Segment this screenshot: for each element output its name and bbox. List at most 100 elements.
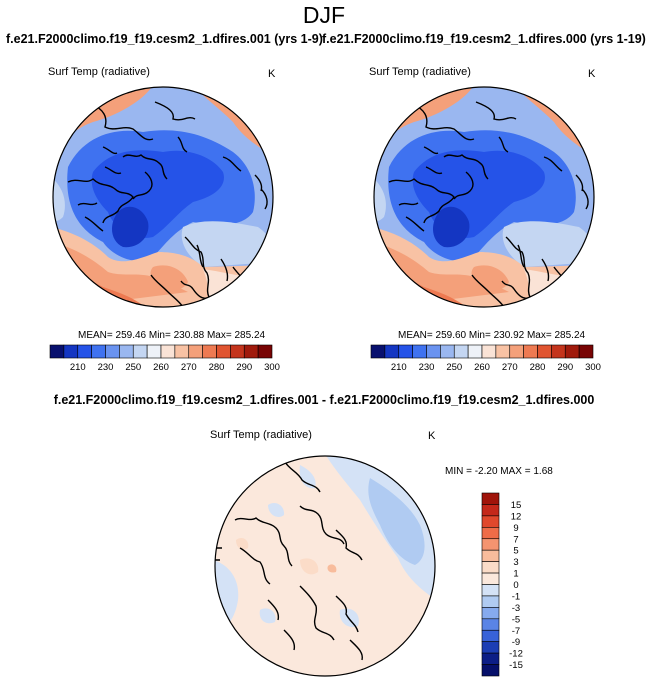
- colorbar-diff-tick-label: 12: [511, 511, 522, 522]
- panel-diff-variable-label: Surf Temp (radiative): [210, 429, 312, 441]
- map-panel-diff: [214, 455, 436, 677]
- colorbar-a-swatch: [230, 344, 245, 359]
- colorbar-b-swatch: [370, 344, 386, 359]
- colorbar-diff-tick-label: -9: [512, 637, 520, 648]
- colorbar-diff-tick-label: 5: [513, 546, 518, 557]
- colorbar-b-swatch: [398, 344, 413, 359]
- colorbar-b-tick-label: 280: [530, 362, 546, 373]
- colorbar-b-tick-label: 290: [557, 362, 573, 373]
- panel-b-units: K: [588, 68, 596, 80]
- figure-title: DJF: [302, 2, 346, 28]
- colorbar-a-tick-label: 290: [236, 362, 252, 373]
- panel-a-units: K: [268, 68, 276, 80]
- colorbar-a-swatch: [216, 344, 231, 359]
- colorbar-diff-swatch: [481, 527, 500, 540]
- map-a-boundary: [52, 86, 274, 308]
- panel-a-stats: MEAN= 259.46 Min= 230.88 Max= 285.24: [78, 330, 266, 341]
- colorbar-diff-swatch: [481, 641, 500, 654]
- colorbar-diff-swatch: [481, 492, 500, 505]
- colorbar-diff-swatch: [481, 561, 500, 574]
- colorbar-b-swatch: [481, 344, 497, 359]
- map-panel-b: [373, 86, 595, 308]
- colorbar-diff-tick-label: 3: [513, 557, 518, 568]
- colorbar-b-swatch: [509, 344, 524, 359]
- colorbar-diff-tick-label: -12: [509, 649, 523, 660]
- panel-a-variable-label: Surf Temp (radiative): [48, 66, 150, 78]
- colorbar-b-tick-label: 250: [446, 362, 462, 373]
- colorbar-a-swatch: [77, 344, 92, 359]
- colorbar-a-swatch: [132, 344, 148, 359]
- colorbar-a-tick-label: 250: [125, 362, 141, 373]
- map-diff-boundary: [214, 455, 436, 677]
- colorbar-a-swatch: [202, 344, 217, 359]
- case-b-subtitle: f.e21.F2000climo.f19_f19.cesm2_1.dfires.…: [322, 32, 646, 46]
- colorbar-diff-tick-label: -7: [512, 626, 520, 637]
- colorbar-a-tick-label: 300: [264, 362, 280, 373]
- colorbar-b-swatch: [523, 344, 538, 359]
- colorbar-diff-tick-label: -3: [512, 603, 520, 614]
- colorbar-b-swatch: [440, 344, 455, 359]
- colorbar-diff-swatch: [481, 538, 500, 551]
- colorbar-diff-tick-label: -1: [512, 591, 520, 602]
- colorbar-a-swatch: [119, 344, 134, 359]
- difference-title: f.e21.F2000climo.f19_f19.cesm2_1.dfires.…: [53, 393, 595, 407]
- colorbar-diff-swatch: [481, 629, 500, 642]
- colorbar-diff-swatch: [481, 549, 500, 562]
- panel-b-stats: MEAN= 259.60 Min= 230.92 Max= 285.24: [398, 330, 586, 341]
- colorbar-diff-tick-label: -5: [512, 614, 520, 625]
- colorbar-panel-b: 210 230 250 260 270 280 290 300: [370, 344, 601, 373]
- colorbar-a-tick-label: 230: [98, 362, 114, 373]
- colorbar-b-swatch: [412, 344, 427, 359]
- colorbar-diff-swatch: [481, 664, 500, 677]
- map-b-boundary: [373, 86, 595, 308]
- case-a-subtitle: f.e21.F2000climo.f19_f19.cesm2_1.dfires.…: [6, 32, 323, 46]
- colorbar-a-tick-label: 280: [209, 362, 225, 373]
- colorbar-b-tick-label: 300: [585, 362, 601, 373]
- colorbar-diff-tick-label: -15: [509, 660, 523, 671]
- map-panel-a: [52, 86, 274, 308]
- colorbar-a-tick-label: 260: [153, 362, 169, 373]
- colorbar-b-swatch: [426, 344, 441, 359]
- colorbar-diff-tick-label: 15: [511, 500, 522, 511]
- colorbar-b-tick-label: 230: [419, 362, 435, 373]
- colorbar-b-tick-label: 260: [474, 362, 490, 373]
- colorbar-diff-tick-label: 0: [513, 580, 518, 591]
- colorbar-diff-tick-label: 9: [513, 523, 518, 534]
- colorbar-a-swatch: [188, 344, 203, 359]
- colorbar-b-swatch: [578, 344, 594, 359]
- colorbar-diff-swatch: [481, 607, 500, 620]
- colorbar-a-tick-label: 210: [70, 362, 86, 373]
- colorbar-diff-swatch: [481, 652, 500, 665]
- colorbar-diff-tick-label: 7: [513, 534, 518, 545]
- colorbar-b-tick-label: 210: [391, 362, 407, 373]
- colorbar-b-swatch: [551, 344, 566, 359]
- colorbar-a-swatch: [257, 344, 273, 359]
- colorbar-diff-swatch: [481, 504, 500, 517]
- panel-diff-stats: MIN = -2.20 MAX = 1.68: [445, 466, 553, 477]
- colorbar-diff-swatch: [481, 515, 500, 528]
- colorbar-b-swatch: [384, 344, 400, 359]
- colorbar-b-swatch: [453, 344, 469, 359]
- panel-b-variable-label: Surf Temp (radiative): [369, 66, 471, 78]
- colorbar-diff-swatch: [481, 595, 500, 608]
- colorbar-a-swatch: [146, 344, 162, 359]
- colorbar-diff-swatch: [481, 618, 500, 631]
- colorbar-a-swatch: [49, 344, 65, 359]
- colorbar-a-swatch: [105, 344, 120, 359]
- colorbar-a-swatch: [243, 344, 259, 359]
- panel-diff-units: K: [428, 430, 436, 442]
- colorbar-a-swatch: [174, 344, 190, 359]
- colorbar-a-tick-label: 270: [181, 362, 197, 373]
- colorbar-a-swatch: [63, 344, 79, 359]
- colorbar-diff-tick-label: 1: [513, 569, 518, 580]
- colorbar-a-swatch: [160, 344, 176, 359]
- colorbar-b-swatch: [564, 344, 580, 359]
- colorbar-diff-swatch: [481, 584, 500, 597]
- colorbar-diff-swatch: [481, 572, 500, 585]
- colorbar-b-swatch: [537, 344, 552, 359]
- colorbar-b-swatch: [467, 344, 483, 359]
- colorbar-a-swatch: [91, 344, 106, 359]
- colorbar-panel-a: 210 230 250 260 270 280 290 300: [49, 344, 280, 373]
